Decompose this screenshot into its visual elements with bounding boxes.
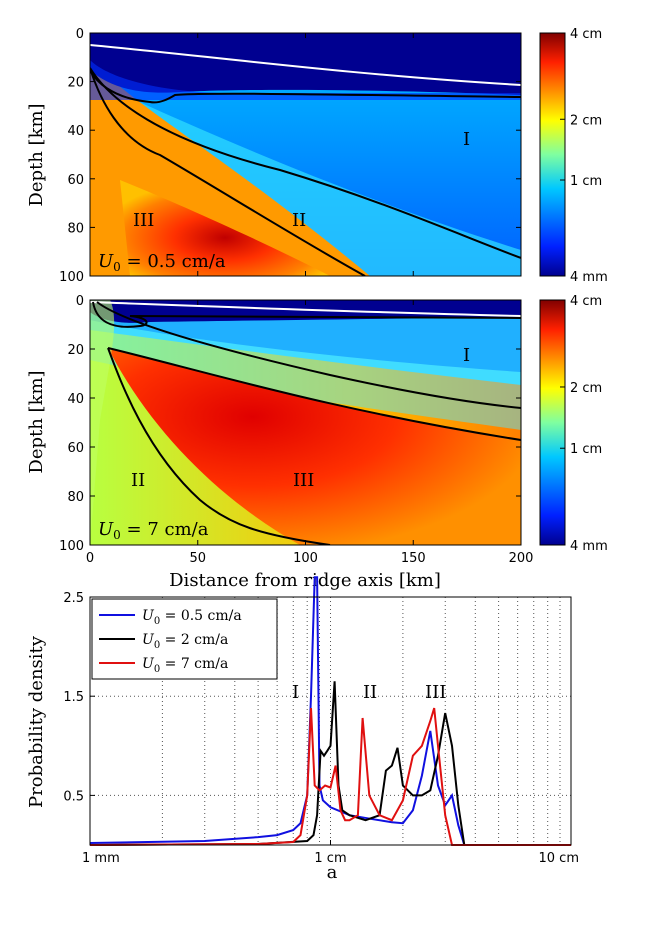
y-tick-label: 100 <box>59 539 84 554</box>
axes: 0.5 1.5 2.5 1 mm 1 cm 10 cm <box>63 591 579 866</box>
panel-top: 0 20 40 60 80 100 I II III U0 = 0.5 cm/a Dept… <box>26 27 608 285</box>
x-ticks-middle: 0 50 100 150 200 <box>86 33 534 566</box>
region-label-ii: II <box>363 682 377 703</box>
colorbar-tick-label: 2 cm <box>570 381 602 396</box>
region-label-i: I <box>463 345 470 366</box>
x-axis-label: a <box>327 862 338 883</box>
colorbar-tick-label: 4 mm <box>570 539 608 554</box>
colorbar-ticks: 4 cm 2 cm 1 cm 4 mm <box>560 294 608 554</box>
y-ticks-top: 0 20 40 60 80 100 <box>59 27 521 285</box>
grid <box>90 597 571 845</box>
colorbar-tick-label: 1 cm <box>570 442 602 457</box>
y-tick-label: 20 <box>67 343 84 358</box>
legend-entry: U0 = 0.5 cm/a <box>142 608 242 627</box>
y-axis-label: Probability density <box>26 635 47 808</box>
x-tick-label: 10 cm <box>539 851 580 866</box>
x-tick-label: 50 <box>189 551 206 566</box>
y-tick-label: 40 <box>67 392 84 407</box>
region-label-ii: II <box>292 210 306 231</box>
colorbar-tick-label: 4 cm <box>570 294 602 309</box>
x-tick-label: 0 <box>86 551 94 566</box>
y-ticks-middle: 0 20 40 60 80 100 <box>59 294 521 554</box>
velocity-label: U0 = 7 cm/a <box>98 519 209 542</box>
contour-field-top <box>90 33 521 276</box>
legend-entry: U0 = 7 cm/a <box>142 656 228 675</box>
y-tick-label: 2.5 <box>63 591 84 606</box>
y-tick-label: 60 <box>67 173 84 188</box>
region-label-i: I <box>463 129 470 150</box>
y-tick-label: 80 <box>67 221 84 236</box>
x-tick-label: 1 mm <box>82 851 120 866</box>
y-tick-label: 0 <box>76 27 84 42</box>
colorbar-tick-label: 4 cm <box>570 27 602 42</box>
x-axis-label: Distance from ridge axis [km] <box>169 570 441 591</box>
region-label-iii: III <box>425 682 446 703</box>
x-tick-label: 150 <box>401 551 426 566</box>
region-label-iii: III <box>133 210 154 231</box>
x-tick-label: 200 <box>509 551 534 566</box>
legend: U0 = 0.5 cm/a U0 = 2 cm/a U0 = 7 cm/a <box>91 598 278 680</box>
y-tick-label: 100 <box>59 270 84 285</box>
colorbar <box>539 299 566 546</box>
y-tick-label: 40 <box>67 124 84 139</box>
y-tick-label: 0.5 <box>63 789 84 804</box>
region-label-iii: III <box>293 470 314 491</box>
contour-field-middle <box>90 300 521 545</box>
colorbar-tick-label: 1 cm <box>570 174 602 189</box>
velocity-label: U0 = 0.5 cm/a <box>98 251 226 274</box>
series-lines <box>89 576 571 846</box>
panel-bottom: 0.5 1.5 2.5 1 mm 1 cm 10 cm I II III Probabil… <box>26 576 579 883</box>
legend-entry: U0 = 2 cm/a <box>142 632 228 651</box>
region-label-i: I <box>292 682 299 703</box>
colorbar-tick-label: 2 cm <box>570 113 602 128</box>
x-tick-label: 1 cm <box>314 851 346 866</box>
y-tick-label: 60 <box>67 441 84 456</box>
y-axis-label: Depth [km] <box>26 103 47 206</box>
y-tick-label: 20 <box>67 76 84 91</box>
y-tick-label: 80 <box>67 490 84 505</box>
y-tick-label: 1.5 <box>63 690 84 705</box>
colorbar <box>539 32 566 277</box>
series-line <box>89 707 571 846</box>
region-label-ii: II <box>131 470 145 491</box>
y-axis-label: Depth [km] <box>26 370 47 473</box>
y-tick-label: 0 <box>76 294 84 309</box>
colorbar-ticks: 4 cm 2 cm 1 cm 4 mm <box>560 27 608 285</box>
x-tick-label: 100 <box>293 551 318 566</box>
colorbar-tick-label: 4 mm <box>570 270 608 285</box>
